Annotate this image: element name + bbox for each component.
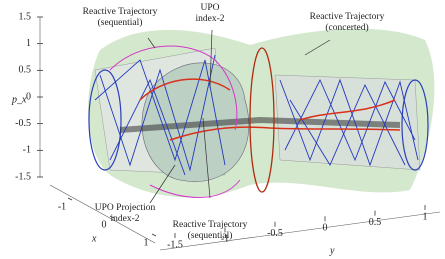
cylinder-right-cap [401,79,429,171]
annotation: UPO Projection [95,203,156,213]
annotation: Reactive Trajectory [310,12,385,22]
decoration [39,17,441,251]
x-tick-label: 0 [102,219,107,230]
tick-mark [67,197,73,201]
z-axis-label: p_x [11,94,27,105]
z-tick-label: -0.5 [15,118,31,129]
tick-mark [109,215,115,219]
z-tick-label: -1.5 [15,171,31,182]
z-tick-label: 1 [26,38,31,49]
red-path [169,126,401,141]
leader [209,29,213,89]
y-axis-label: y [329,245,335,256]
magenta-trajectories [109,45,241,198]
upo [249,47,275,193]
y-tick-label: -1.5 [167,239,183,250]
annotation: Reactive Trajectory [83,7,158,17]
annotation: (concerted) [325,22,368,33]
blue-path [279,78,419,167]
annotation: index-2 [195,14,224,24]
z-tick-label: 1.5 [19,11,32,22]
annotation: (sequential) [98,17,143,28]
leader [304,39,331,56]
leader [149,164,176,204]
annotation: (sequential) [188,230,233,241]
y-tick-label: 1 [423,211,428,222]
annotation: UPO [200,3,219,13]
magenta-path [109,45,241,198]
y-tick-label: -1 [221,234,229,245]
leader [147,37,156,49]
y-tick-label: 0.5 [369,217,382,228]
red-path [139,78,396,121]
cylinder-left-cap [88,69,122,171]
annotation: index-2 [110,214,139,224]
x-tick-label: -1 [58,201,66,212]
core-shadow [119,116,401,133]
x-axis-label: x [91,233,97,244]
z-tick-label: -1 [23,145,31,156]
x-tick-label: 1 [144,237,149,248]
x-axis-line [49,184,156,244]
z-tick-label: 0.5 [19,65,32,76]
red-trajectories [139,47,401,193]
leader-lines [147,29,331,204]
z-tick-label: 0 [26,91,31,102]
tick-mark [151,233,157,237]
annotation: Reactive Trajectory [173,220,248,230]
y-tick-label: 0 [323,222,328,233]
blue-trajectories [94,54,419,176]
y-tick-label: -0.5 [267,228,283,239]
leader [202,117,211,199]
y-axis-line [159,211,441,251]
